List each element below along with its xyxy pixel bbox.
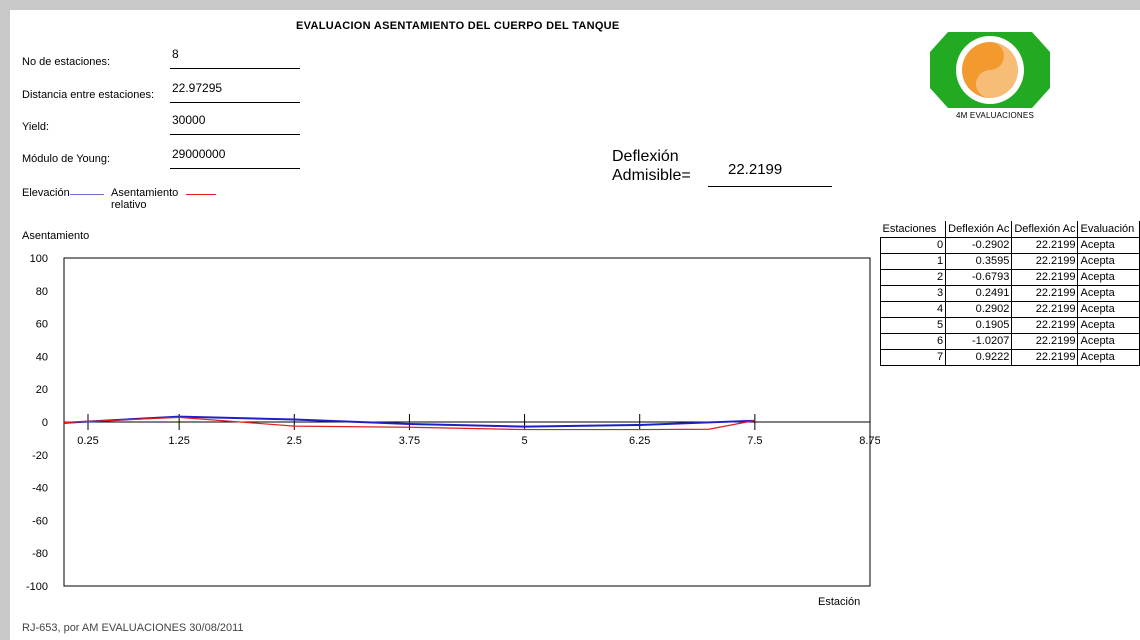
y-tick-label: 0 (42, 417, 48, 429)
y-tick-label: 20 (36, 384, 48, 396)
asentamiento-chart: 100 80 60 40 20 0 -20 -40 -60 -80 -100 0.25 1.25 2.5 3… (26, 253, 880, 593)
field-value-yield[interactable]: 30000 (170, 113, 300, 135)
table-row[interactable]: 2 -0.6793 22.2199 Acepta (879, 268, 1140, 286)
field-label-young: Módulo de Young: (22, 153, 111, 165)
table-cell-evaluacion: Acepta (1077, 284, 1140, 302)
x-axis-title: Estación (818, 596, 861, 608)
table-cell-evaluacion: Acepta (1077, 252, 1140, 270)
y-tick-label: 60 (36, 319, 48, 331)
y-tick-label: 100 (30, 253, 48, 265)
x-tick-label: 1.25 (168, 435, 189, 447)
logo-swirl (976, 42, 1018, 98)
table-cell-deflexion-1: 0.1905 (945, 316, 1013, 334)
table-cell-estacion: 0 (879, 236, 947, 254)
y-tick-label: 80 (36, 286, 48, 298)
y-tick-label: -60 (32, 515, 48, 527)
y-tick-label: -80 (32, 548, 48, 560)
table-cell-deflexion-2: 22.2199 (1011, 300, 1079, 318)
table-cell-deflexion-2: 22.2199 (1011, 316, 1079, 334)
x-tick-label: 0.25 (77, 435, 98, 447)
table-cell-deflexion-2: 22.2199 (1011, 348, 1079, 366)
table-cell-deflexion-1: -1.0207 (945, 332, 1013, 350)
table-header-row: Estaciones Deflexión Ac Deflexión Ac Eva… (880, 221, 1140, 238)
x-tick-label: 7.5 (747, 435, 762, 447)
x-tick-label: 3.75 (399, 435, 420, 447)
legend-asentamiento-line2: relativo (111, 199, 147, 211)
x-tick-label: 2.5 (287, 435, 302, 447)
table-cell-deflexion-1: -0.2902 (945, 236, 1013, 254)
table-row[interactable]: 4 0.2902 22.2199 Acepta (879, 300, 1140, 318)
table-cell-evaluacion: Acepta (1077, 268, 1140, 286)
y-tick-label: -40 (32, 483, 48, 495)
deflexion-label: Deflexión Admisible= (612, 147, 691, 185)
table-cell-evaluacion: Acepta (1077, 236, 1140, 254)
table-row[interactable]: 6 -1.0207 22.2199 Acepta (879, 332, 1140, 350)
report-window: EVALUACION ASENTAMIENTO DEL CUERPO DEL T… (10, 10, 1140, 640)
table-row[interactable]: 0 -0.2902 22.2199 Acepta (879, 236, 1140, 254)
table-row[interactable]: 7 0.9222 22.2199 Acepta (879, 348, 1140, 366)
table-cell-deflexion-2: 22.2199 (1011, 332, 1079, 350)
series-elevacion-line (63, 415, 755, 428)
table-cell-deflexion-1: 0.2491 (945, 284, 1013, 302)
series-asentamiento-line (63, 416, 755, 431)
table-row[interactable]: 3 0.2491 22.2199 Acepta (879, 284, 1140, 302)
field-value-estaciones[interactable]: 8 (170, 47, 300, 69)
field-label-yield: Yield: (22, 121, 50, 133)
table-cell-deflexion-1: 0.3595 (945, 252, 1013, 270)
table-cell-deflexion-1: 0.2902 (945, 300, 1013, 318)
table-cell-deflexion-2: 22.2199 (1011, 252, 1079, 270)
table-cell-deflexion-2: 22.2199 (1011, 268, 1079, 286)
legend-asentamiento-line1: Asentamiento (111, 187, 179, 199)
table-cell-deflexion-2: 22.2199 (1011, 284, 1079, 302)
table-cell-deflexion-2: 22.2199 (1011, 236, 1079, 254)
deflexion-label-line1: Deflexión (612, 148, 679, 165)
logo-text: 4M EVALUACIONES (956, 111, 1034, 120)
company-logo-icon (930, 32, 1050, 108)
y-tick-label: -100 (26, 581, 48, 593)
field-label-estaciones: No de estaciones: (22, 56, 111, 68)
evaluation-table: Estaciones Deflexión Ac Deflexión Ac Eva… (879, 221, 1140, 366)
table-header-deflexion-2[interactable]: Deflexión Ac (1011, 221, 1079, 238)
table-header-evaluacion[interactable]: Evaluación (1077, 221, 1140, 238)
table-cell-deflexion-1: -0.6793 (945, 268, 1013, 286)
table-cell-estacion: 5 (879, 316, 947, 334)
legend-asentamiento-label: Asentamiento relativo (111, 187, 178, 211)
x-tick-label: 5 (522, 435, 528, 447)
table-cell-evaluacion: Acepta (1077, 348, 1140, 366)
table-cell-estacion: 6 (879, 332, 947, 350)
legend-elevacion-line (70, 194, 104, 195)
field-label-distancia: Distancia entre estaciones: (22, 89, 155, 101)
table-row[interactable]: 1 0.3595 22.2199 Acepta (879, 252, 1140, 270)
x-tick-label: 8.75 (859, 435, 880, 447)
table-cell-evaluacion: Acepta (1077, 332, 1140, 350)
x-tick-label: 6.25 (629, 435, 650, 447)
field-value-young[interactable]: 29000000 (170, 147, 300, 169)
y-tick-label: 40 (36, 351, 48, 363)
y-axis-title: Asentamiento (22, 230, 90, 242)
y-tick-label: -20 (32, 450, 48, 462)
deflexion-value: 22.2199 (708, 161, 832, 187)
field-value-distancia[interactable]: 22.97295 (170, 81, 300, 103)
table-header-estaciones[interactable]: Estaciones (880, 221, 947, 238)
table-row[interactable]: 5 0.1905 22.2199 Acepta (879, 316, 1140, 334)
legend-asentamiento-line (186, 194, 216, 195)
table-cell-estacion: 2 (879, 268, 947, 286)
table-cell-estacion: 4 (879, 300, 947, 318)
logo-orange-circle (962, 42, 1018, 98)
report-title: EVALUACION ASENTAMIENTO DEL CUERPO DEL T… (296, 20, 620, 32)
table-cell-evaluacion: Acepta (1077, 300, 1140, 318)
table-cell-estacion: 3 (879, 284, 947, 302)
legend-elevacion-label: Elevación (22, 187, 70, 199)
table-cell-evaluacion: Acepta (1077, 316, 1140, 334)
table-cell-estacion: 1 (879, 252, 947, 270)
deflexion-label-line2: Admisible= (612, 167, 691, 184)
footer-credit: RJ-653, por AM EVALUACIONES 30/08/2011 (22, 622, 244, 634)
table-header-deflexion-1[interactable]: Deflexión Ac (945, 221, 1013, 238)
table-cell-deflexion-1: 0.9222 (945, 348, 1013, 366)
table-cell-estacion: 7 (879, 348, 947, 366)
table-body: 0 -0.2902 22.2199 Acepta 1 0.3595 22.2199 Acept… (879, 236, 1140, 366)
